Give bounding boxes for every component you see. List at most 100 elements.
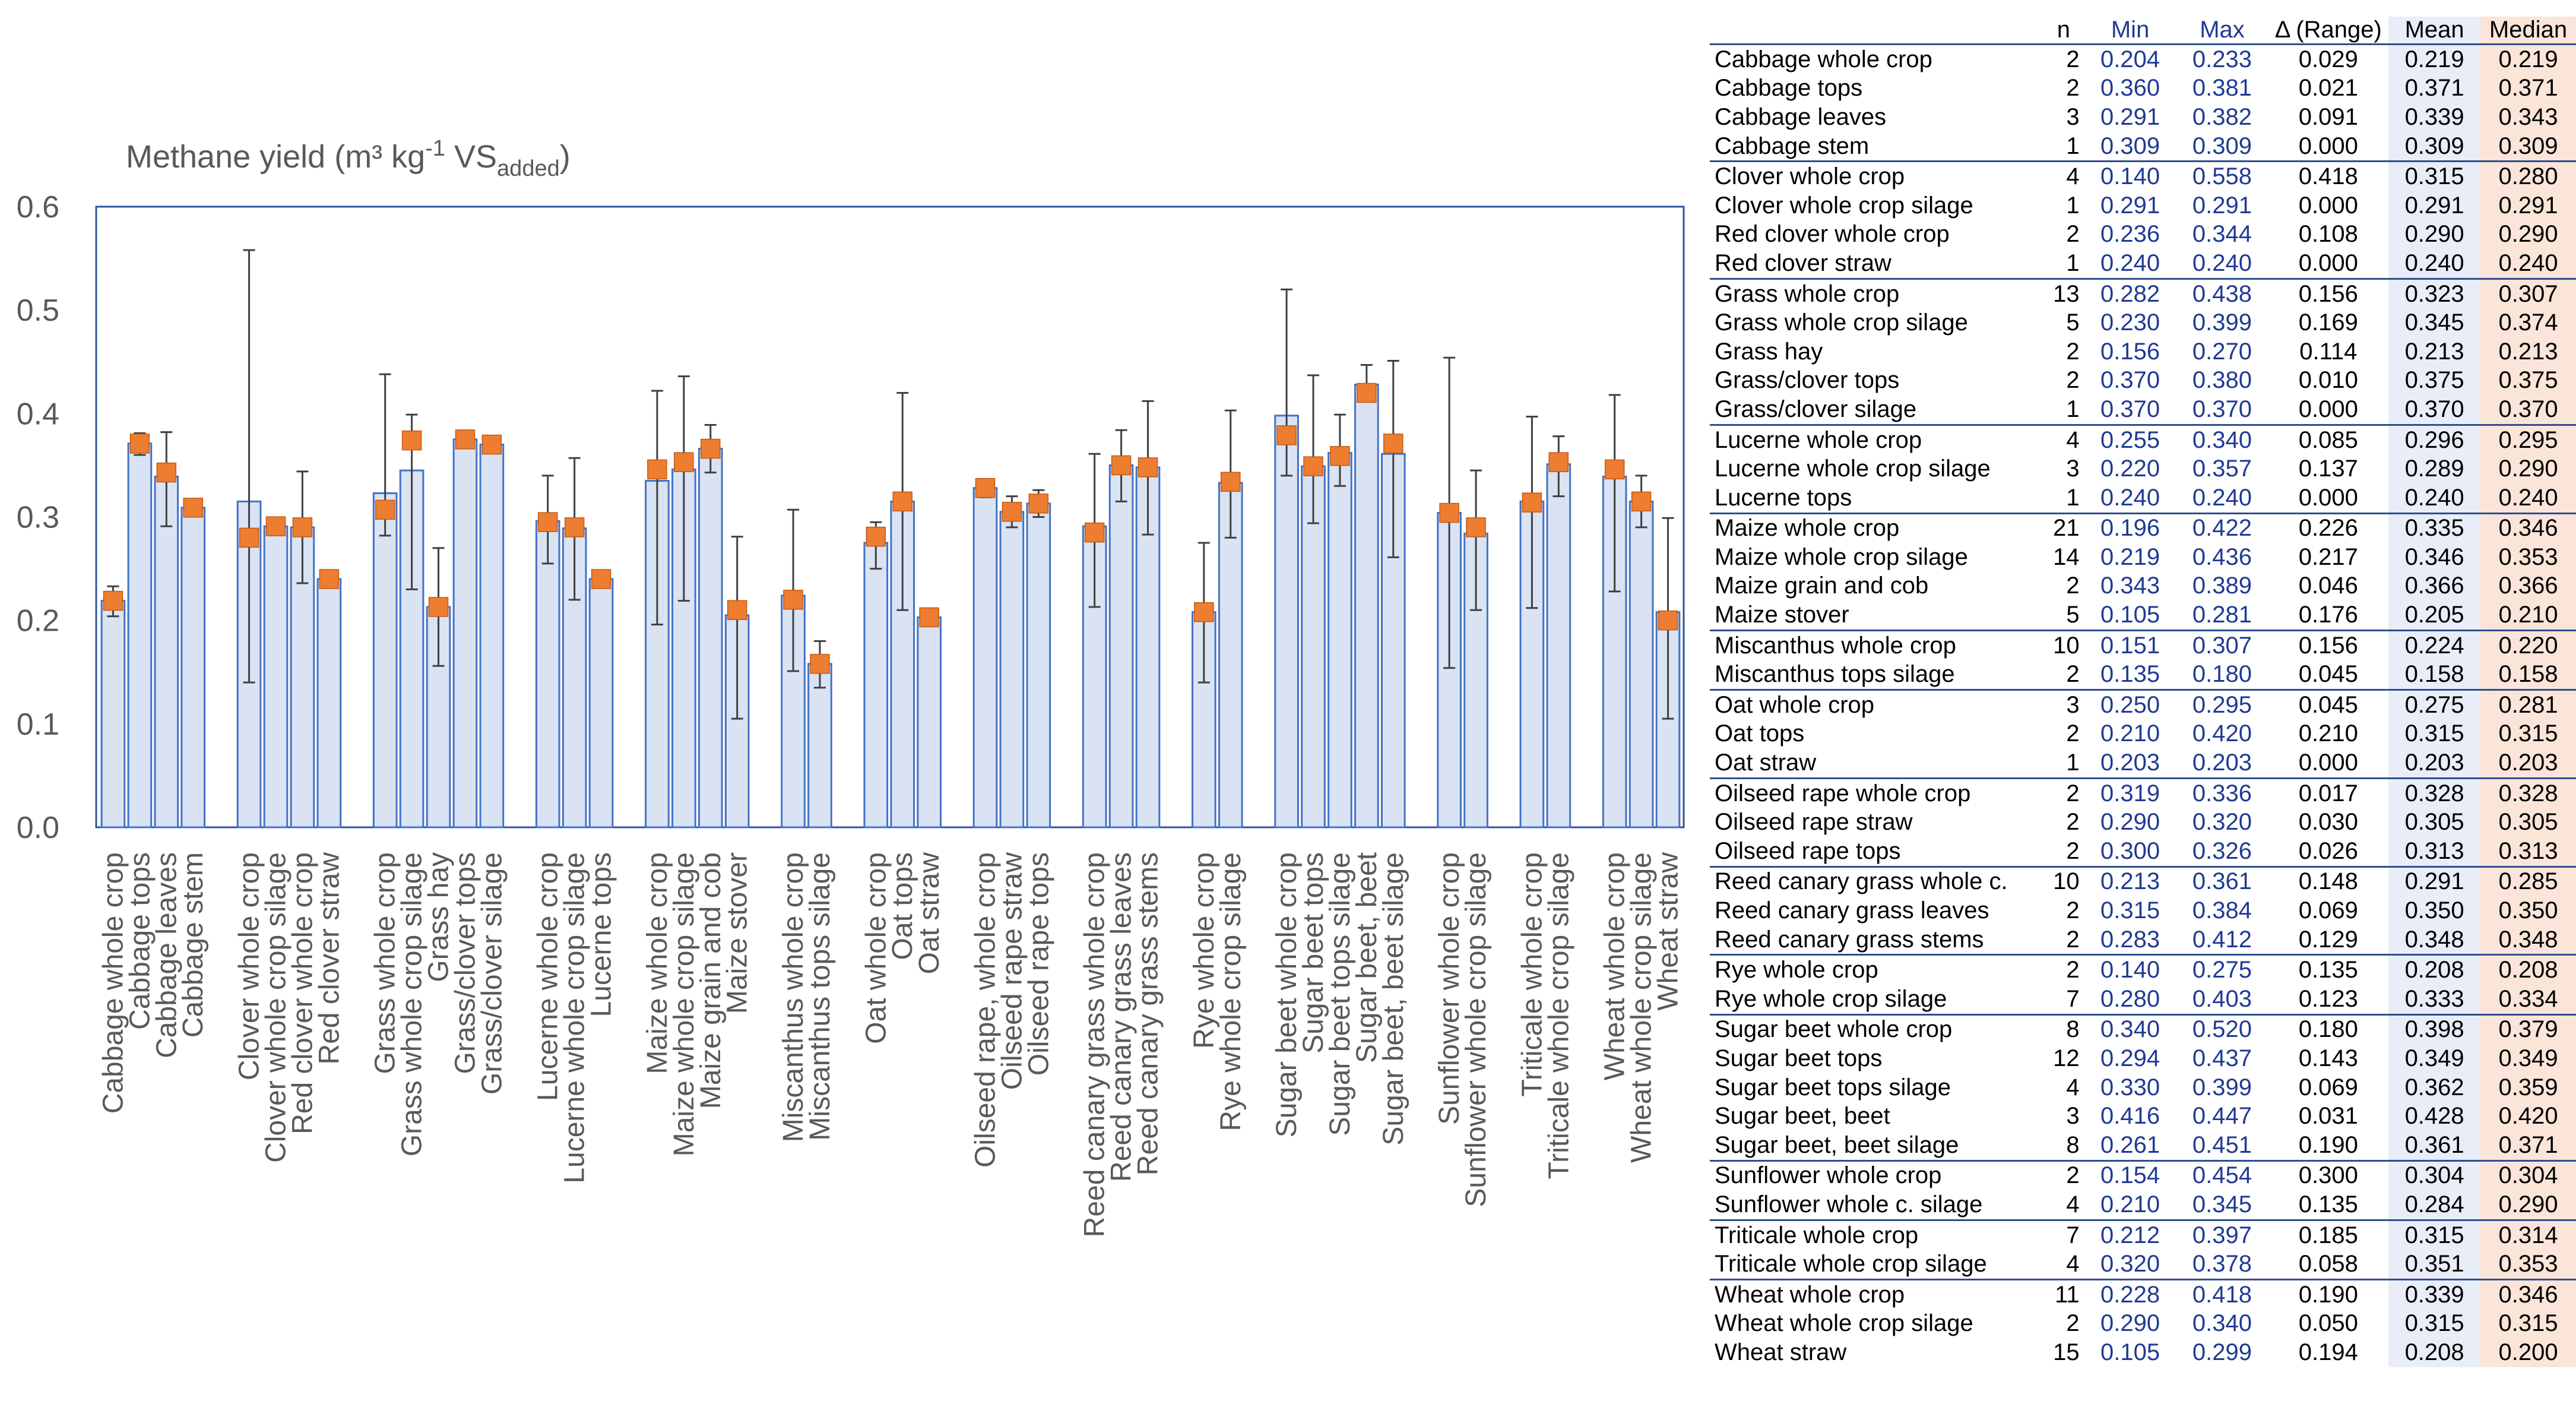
table-row: Cabbage stem 1 0.309 0.309 0.000 0.309 0.309 [1710,131,2576,162]
cell-median: 0.328 [2480,777,2576,808]
cell-min: 0.156 [2100,338,2160,365]
cell-median: 0.379 [2480,1013,2576,1045]
cell-n: 2 [2066,720,2080,747]
cell-max: 0.438 [2176,277,2268,309]
cell-name: Lucerne tops [1715,484,1852,511]
chart-title-mid: VS [445,139,497,175]
table-row: Grass/clover silage 1 0.370 0.370 0.000 0.370… [1710,395,2576,425]
cell-min: 0.255 [2084,423,2176,455]
x-tick-label: Oilseed rape tops [1023,852,1054,1076]
table-row: Grass whole crop silage 5 0.230 0.399 0.169 0… [1710,308,2576,337]
cell-max: 0.320 [2192,809,2252,836]
table-row: Reed canary grass whole c. 10 0.213 0.361 0.… [1710,865,2576,897]
cell-mean: 0.315 [2388,1219,2481,1250]
cell-max: 0.240 [2192,484,2252,511]
table-row: Triticale whole crop silage 4 0.320 0.378 0.… [1710,1250,2576,1280]
median-marker [103,590,123,611]
cell-name: Maize stover [1715,602,1849,628]
cell-median: 0.203 [2480,748,2576,779]
cell-max: 0.370 [2192,396,2252,422]
cell-mean: 0.205 [2388,600,2481,631]
cell-range: 0.190 [2268,1278,2389,1310]
cell-n: 2 [2066,837,2080,864]
cell-median: 0.295 [2480,423,2576,455]
cell-median: 0.290 [2480,220,2576,249]
cell-min: 0.370 [2100,396,2160,422]
median-marker [1383,434,1403,454]
cell-median: 0.420 [2480,1102,2576,1131]
bar-mean [535,520,560,828]
cell-range: 0.085 [2268,423,2389,455]
cell-min: 0.290 [2100,809,2160,836]
cell-name: Oat tops [1715,720,1805,747]
cell-name: Oilseed rape tops [1715,837,1901,864]
median-marker [1002,502,1022,522]
cell-mean: 0.291 [2388,191,2481,220]
table-row: Wheat straw 15 0.105 0.299 0.194 0.208 0.200 [1710,1338,2576,1367]
x-tick-label: Oat tops [887,852,918,960]
x-tick-label: Oilseed rape, whole crop [969,852,1001,1168]
median-marker [375,499,395,520]
cell-max: 0.307 [2176,629,2268,660]
cell-min: 0.240 [2100,249,2160,276]
cell-n: 8 [2066,1131,2080,1158]
cell-median: 0.307 [2480,277,2576,309]
cell-name: Oilseed rape whole crop [1710,777,2043,808]
header-min: Min [2111,17,2150,43]
cell-mean: 0.275 [2388,689,2481,720]
cell-range: 0.300 [2268,1159,2389,1191]
cell-name: Lucerne whole crop silage [1715,456,1991,482]
cell-min: 0.230 [2100,309,2160,336]
cell-name: Oat straw [1715,749,1817,776]
cell-name: Sugar beet tops [1715,1045,1883,1071]
x-tick-label: Cabbage stem [178,852,209,1038]
bar-mean [263,525,289,828]
cell-min: 0.319 [2084,777,2176,808]
median-marker [428,597,449,617]
table-row: Rye whole crop silage 7 0.280 0.403 0.123 0.3… [1710,985,2576,1015]
table-row: Oilseed rape whole crop 2 0.319 0.336 0.017 0… [1710,777,2576,808]
cell-min: 0.140 [2084,160,2176,191]
bar-mean [562,527,587,828]
y-tick-label: 0.1 [17,707,59,742]
table-row: Cabbage leaves 3 0.291 0.382 0.091 0.339 0.343 [1710,103,2576,132]
x-tick-label: Red clover straw [313,852,345,1065]
cell-n: 2 [2066,75,2080,102]
cell-min: 0.212 [2084,1219,2176,1250]
table-row: Oilseed rape tops 2 0.300 0.326 0.026 0.313 0.… [1710,837,2576,867]
median-marker [866,526,886,547]
methane-yield-chart: Methane yield (m³ kg-1 VSadded) 0.0 0.1 0.2… [17,136,1685,1237]
table-row: Wheat whole crop 11 0.228 0.418 0.190 0.339 0.… [1710,1278,2576,1310]
cell-range: 0.185 [2268,1219,2389,1250]
cell-mean: 0.290 [2388,220,2481,249]
cell-min: 0.330 [2100,1074,2160,1100]
cell-n: 2 [2066,573,2080,599]
cell-max: 0.309 [2192,132,2252,159]
cell-range: 0.000 [2298,192,2358,219]
median-marker [1194,602,1214,622]
x-tick-label: Lucerne tops [586,852,617,1017]
cell-max: 0.380 [2192,367,2252,394]
bar-mean [1108,464,1134,828]
x-tick-label: Reed canary grass whole crop [1079,852,1111,1237]
cell-range: 0.135 [2298,1191,2358,1217]
bar-mean [698,448,723,828]
cell-n: 4 [2043,160,2084,191]
cell-mean: 0.284 [2388,1190,2481,1220]
cell-mean: 0.362 [2388,1073,2481,1102]
median-marker [647,459,667,480]
cell-name: Sugar beet, beet silage [1715,1131,1959,1158]
cell-range: 0.000 [2298,249,2358,276]
cell-max: 0.336 [2176,777,2268,808]
cell-range: 0.156 [2268,277,2389,309]
x-tick-label: Grass whole crop [370,852,401,1074]
x-tick-label: Sugar beet whole crop [1271,852,1303,1137]
median-marker [129,434,150,454]
cell-mean: 0.313 [2388,837,2481,867]
cell-min: 0.291 [2100,103,2160,130]
x-tick-label: Sunflower whole crop [1434,852,1465,1125]
median-marker [1028,494,1049,514]
cell-mean: 0.335 [2388,512,2481,543]
cell-name: Reed canary grass whole c. [1710,865,2043,897]
cell-min: 0.105 [2100,1339,2160,1365]
